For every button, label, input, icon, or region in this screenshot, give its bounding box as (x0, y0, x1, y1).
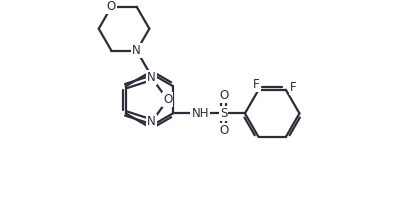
Text: O: O (163, 93, 172, 106)
Text: N: N (147, 115, 156, 128)
Text: S: S (220, 107, 227, 120)
Text: N: N (147, 71, 156, 84)
Text: F: F (290, 81, 297, 94)
Text: O: O (219, 89, 228, 102)
Text: NH: NH (192, 107, 209, 120)
Text: F: F (253, 78, 260, 91)
Text: N: N (132, 44, 141, 57)
Text: O: O (219, 124, 228, 137)
Text: O: O (107, 0, 116, 13)
